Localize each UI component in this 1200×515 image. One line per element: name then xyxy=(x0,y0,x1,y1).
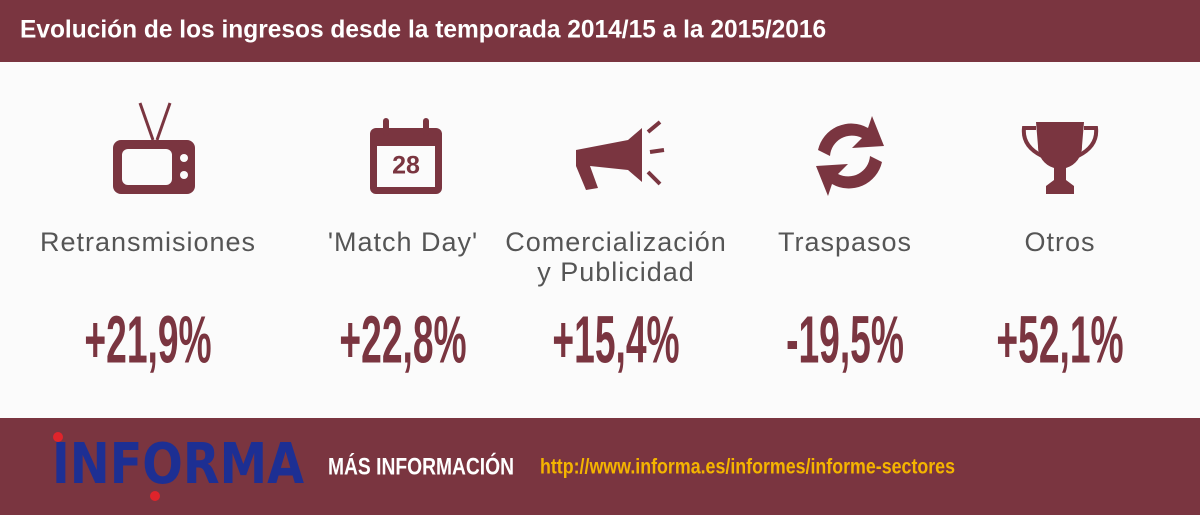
logo: INFORMA xyxy=(52,432,305,497)
item-label: Otros xyxy=(1024,227,1095,257)
item-value: +22,8% xyxy=(339,302,466,377)
item-value: +15,4% xyxy=(552,302,679,377)
header-bar xyxy=(0,0,1200,62)
calendar-day: 28 xyxy=(392,152,420,180)
more-info: MÁS INFORMACIÓN xyxy=(328,452,514,480)
tv-icon xyxy=(113,102,195,194)
calendar-icon xyxy=(370,118,442,194)
trophy-icon xyxy=(1021,122,1099,194)
url-link[interactable]: http://www.informa.es/informes/informe-s… xyxy=(540,456,955,479)
arrows-icon xyxy=(816,116,884,196)
item-label: 'Match Day' xyxy=(328,227,478,257)
logo-dot xyxy=(150,491,160,501)
item-value: +21,9% xyxy=(84,302,211,377)
logo-dot xyxy=(53,432,63,442)
item-label: Comercialización xyxy=(505,227,727,257)
item-label: Traspasos xyxy=(778,227,912,257)
content-bg xyxy=(0,62,1200,418)
header-title: Evolución de los ingresos desde la tempo… xyxy=(20,16,826,43)
megaphone-icon xyxy=(576,120,665,190)
footer-bar xyxy=(0,418,1200,515)
item-value: -19,5% xyxy=(786,302,904,377)
item-value: +52,1% xyxy=(996,302,1123,377)
item-label: Retransmisiones xyxy=(40,227,256,257)
item-label: y Publicidad xyxy=(537,257,695,287)
